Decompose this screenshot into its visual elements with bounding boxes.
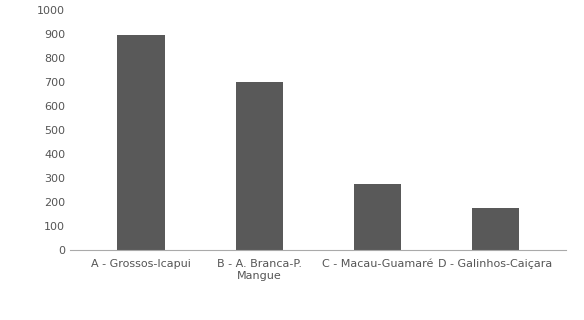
Bar <box>472 208 519 250</box>
Bar <box>235 82 283 250</box>
Bar <box>117 35 165 250</box>
Bar <box>354 184 401 250</box>
